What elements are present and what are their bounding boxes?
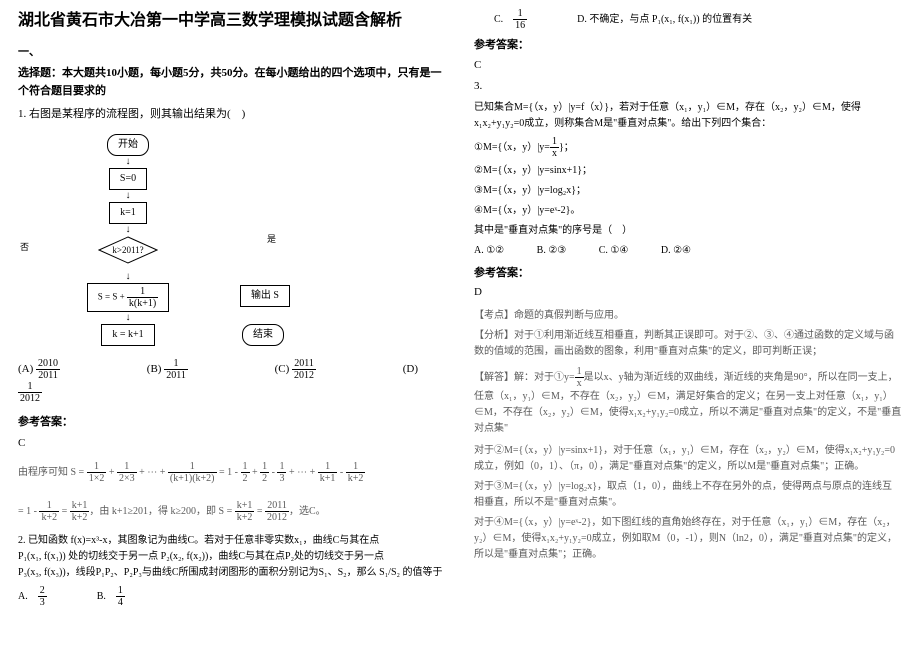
flow-yes-label: 是: [267, 232, 276, 246]
left-column: 湖北省黄石市大冶第一中学高三数学理模拟试题含解析 一、 选择题：本大题共10小题…: [4, 8, 460, 643]
question-2: 2. 已知函数 f(x)=x³-x，其图象记为曲线C。若对于任意非零实数x₁，曲…: [18, 533, 446, 608]
opt-c: (C) 20112012: [275, 363, 372, 375]
flow-decision-row: k>2011? 否 是: [38, 234, 218, 273]
right-column: C. 116 D. 不确定，与点 P₁(x₁, f(x₁)) 的位置有关 参考答…: [460, 8, 916, 643]
q3-fenxi: 【分析】对于①利用渐近线互相垂直，判断其正误即可。对于②、③、④通过函数的定义域…: [474, 328, 902, 360]
q3-answer-label: 参考答案：: [474, 265, 902, 283]
flow-init2: k=1: [109, 202, 147, 224]
q3-expl4: 对于④M={（x，y）|y=eˣ-2}，如下图红线的直角始终存在，对于任意（x₁…: [474, 515, 902, 563]
flow-decision: k>2011?: [98, 236, 158, 264]
q3-num: 3.: [474, 78, 902, 96]
q3-o2: ②M={（x，y）|y=sinx+1}；: [474, 163, 902, 179]
q3-answer: D: [474, 284, 902, 302]
section-number: 一、: [18, 44, 446, 62]
flow-inc-row: k = k+1 结束: [38, 322, 218, 348]
question-1-text: 1. 右图是某程序的流程图，则其输出结果为( ): [18, 106, 446, 124]
exam-title: 湖北省黄石市大冶第一中学高三数学理模拟试题含解析: [18, 8, 446, 34]
q3-o1: ①M={（x，y）|y=1x}；: [474, 136, 902, 159]
q3-o3: ③M={（x，y）|y=log₂x}；: [474, 183, 902, 199]
q3-jieda: 【解答】解：对于①y=1x是以x、y轴为渐近线的双曲线，渐近线的夹角是90°，所…: [474, 366, 902, 437]
q1-explanation: 由程序可知 S = 11×2 + 12×3 + ⋯ + 1(k+1)(k+2) …: [18, 461, 446, 523]
flow-arrow: ↓: [38, 226, 218, 234]
flow-start: 开始: [107, 134, 149, 156]
q3-options: A. ①② B. ②③ C. ①④ D. ②④: [474, 243, 902, 259]
answer-label: 参考答案：: [18, 414, 446, 432]
q2-text-3: P₃(x₃, f(x₃))，线段P₁P₂、P₂P₃与曲线C所围成封闭图形的面积分…: [18, 565, 446, 581]
flow-init1: S=0: [109, 168, 147, 190]
section-instructions: 选择题：本大题共10小题，每小题5分，共50分。在每小题给出的四个选项中，只有是…: [18, 65, 446, 100]
q2-opts-cd: C. 116 D. 不确定，与点 P₁(x₁, f(x₁)) 的位置有关: [474, 8, 902, 31]
q3-kaodian: 【考点】命题的真假判断与应用。: [474, 308, 902, 324]
flow-cond-text: k>2011?: [98, 236, 158, 264]
q2-text-2: P₁(x₁, f(x₁)) 处的切线交于另一点 P₂(x₂, f(x₂))，曲线…: [18, 549, 446, 565]
q3-ask: 其中是"垂直对点集"的序号是（ ）: [474, 223, 902, 239]
flow-arrow: ↓: [38, 314, 218, 322]
flow-arrow: ↓: [38, 192, 218, 200]
q3-o4: ④M={（x，y）|y=eˣ-2}。: [474, 203, 902, 219]
q3-expl3: 对于③M={（x，y）|y=log₂x}，取点（1，0），曲线上不存在另外的点，…: [474, 479, 902, 511]
q1-options: (A) 20102011 (B) 12011 (C) 20112012 (D) …: [18, 358, 446, 404]
question-1: 1. 右图是某程序的流程图，则其输出结果为( ) 开始 ↓ S=0 ↓ k=1 …: [18, 106, 446, 522]
opt-a: (A) 20102011: [18, 363, 116, 375]
q1-answer: C: [18, 435, 446, 453]
opt-b: (B) 12011: [147, 363, 244, 375]
flow-output-side: 输出 S: [240, 283, 290, 309]
q2-answer-label: 参考答案：: [474, 37, 902, 55]
flowchart: 开始 ↓ S=0 ↓ k=1 ↓ k>2011? 否 是 ↓ S = S + 1…: [38, 132, 218, 348]
flow-step-row: S = S + 1k(k+1) 输出 S: [38, 281, 218, 314]
q2-text-1: 2. 已知函数 f(x)=x³-x，其图象记为曲线C。若对于任意非零实数x₁，曲…: [18, 533, 446, 549]
flow-end-side: 结束: [242, 322, 284, 348]
q2-opts-ab: A. 23 B. 14: [18, 585, 446, 608]
flow-no-label: 否: [20, 240, 29, 254]
q2-answer: C: [474, 57, 902, 75]
q3-text: 已知集合M={（x，y）|y=f（x）}，若对于任意（x₁，y₁）∈M，存在（x…: [474, 100, 902, 132]
flow-inc: k = k+1: [101, 324, 154, 346]
q3-expl2: 对于②M={（x，y）|y=sinx+1}，对于任意（x₁，y₁）∈M，存在（x…: [474, 443, 902, 475]
flow-arrow: ↓: [38, 158, 218, 166]
flow-step: S = S + 1k(k+1): [87, 283, 169, 312]
flow-arrow: ↓: [38, 273, 218, 281]
